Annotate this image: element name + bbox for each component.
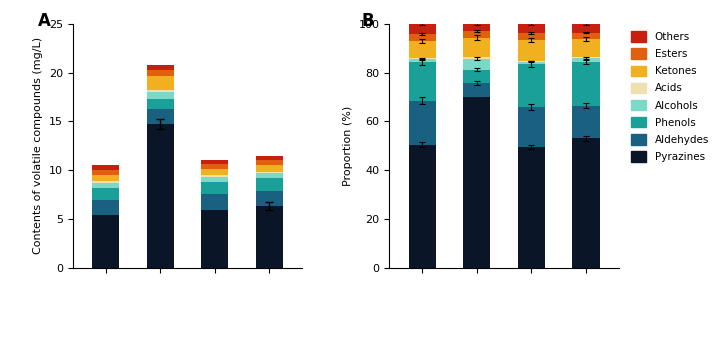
- Bar: [463, 97, 491, 268]
- Bar: [408, 62, 436, 101]
- Bar: [408, 144, 436, 268]
- Bar: [518, 60, 545, 62]
- Bar: [146, 90, 174, 92]
- Bar: [463, 24, 491, 31]
- Bar: [572, 39, 600, 57]
- Legend: Others, Esters, Ketones, Acids, Alcohols, Phenols, Aldehydes, Pyrazines: Others, Esters, Ketones, Acids, Alcohols…: [628, 29, 711, 164]
- Bar: [518, 64, 545, 107]
- Bar: [518, 147, 545, 268]
- Bar: [92, 175, 119, 181]
- Bar: [463, 70, 491, 83]
- Bar: [146, 76, 174, 90]
- Bar: [518, 40, 545, 60]
- Bar: [146, 109, 174, 125]
- Bar: [518, 33, 545, 40]
- Bar: [146, 65, 174, 70]
- Bar: [201, 194, 229, 210]
- Bar: [463, 38, 491, 57]
- Bar: [572, 24, 600, 33]
- Bar: [408, 24, 436, 34]
- Text: B: B: [362, 12, 374, 30]
- Bar: [146, 92, 174, 99]
- Bar: [408, 58, 436, 59]
- Bar: [408, 59, 436, 62]
- Bar: [256, 160, 283, 165]
- Bar: [92, 170, 119, 175]
- Bar: [518, 62, 545, 64]
- Bar: [201, 164, 229, 169]
- Y-axis label: Contents of volatile compounds (mg/L): Contents of volatile compounds (mg/L): [33, 37, 44, 255]
- Bar: [201, 177, 229, 182]
- Bar: [92, 183, 119, 188]
- Bar: [92, 165, 119, 170]
- Bar: [572, 139, 600, 268]
- Bar: [572, 62, 600, 106]
- Bar: [201, 176, 229, 177]
- Bar: [463, 83, 491, 97]
- Bar: [201, 210, 229, 268]
- Bar: [408, 41, 436, 58]
- Bar: [463, 31, 491, 38]
- Bar: [146, 125, 174, 268]
- Bar: [256, 165, 283, 172]
- Bar: [92, 200, 119, 215]
- Bar: [518, 24, 545, 33]
- Bar: [146, 70, 174, 76]
- Bar: [463, 59, 491, 70]
- Bar: [201, 169, 229, 176]
- Bar: [572, 106, 600, 139]
- Bar: [256, 173, 283, 178]
- Bar: [201, 161, 229, 164]
- Y-axis label: Proportion (%): Proportion (%): [343, 106, 353, 186]
- Bar: [408, 34, 436, 41]
- Bar: [256, 172, 283, 173]
- Bar: [463, 57, 491, 59]
- Bar: [146, 99, 174, 109]
- Bar: [408, 101, 436, 144]
- Bar: [572, 58, 600, 62]
- Bar: [92, 181, 119, 183]
- Bar: [256, 206, 283, 268]
- Bar: [256, 178, 283, 191]
- Bar: [92, 215, 119, 268]
- Bar: [572, 33, 600, 39]
- Bar: [256, 191, 283, 206]
- Bar: [92, 188, 119, 200]
- Bar: [572, 57, 600, 58]
- Bar: [518, 107, 545, 147]
- Bar: [201, 182, 229, 194]
- Bar: [256, 156, 283, 160]
- Text: A: A: [39, 12, 51, 30]
